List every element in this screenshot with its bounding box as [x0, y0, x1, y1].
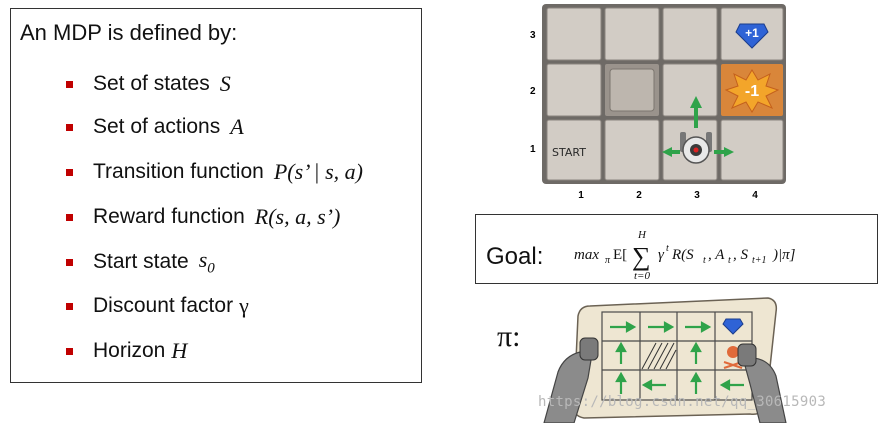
arrow-up-icon	[615, 341, 627, 353]
list-item-start-state: Start state s0	[66, 247, 215, 277]
arrow-up-icon	[690, 341, 702, 353]
up-arrow-icon	[690, 96, 702, 128]
formula-expectation: E[	[613, 247, 627, 263]
arrow-left-icon	[641, 379, 653, 391]
arrow-right-icon	[663, 321, 675, 333]
item-label: Transition function	[93, 160, 264, 183]
arrow-right-icon	[625, 321, 637, 333]
policy-map-illustration	[543, 297, 787, 423]
negative-reward-label: -1	[745, 83, 759, 100]
robot-hands-icon	[543, 337, 787, 423]
explosion-icon	[724, 69, 780, 113]
item-label: Set of states	[93, 72, 210, 95]
col-label-4: 4	[752, 190, 758, 201]
formula-end: )|π]	[772, 247, 796, 263]
item-math: H	[171, 338, 188, 363]
col-label-1: 1	[578, 190, 584, 201]
arrow-up-icon	[690, 371, 702, 383]
arrow-up-icon	[615, 371, 627, 383]
right-arrow-icon	[714, 147, 734, 157]
sum-upper: H	[637, 229, 647, 241]
goal-box: Goal: max π E[ H ∑ t=0 γ t R(S t , A t ,…	[475, 214, 878, 284]
diamond-icon	[735, 23, 769, 49]
item-math: A	[230, 114, 244, 139]
definition-title: An MDP is defined by:	[20, 20, 238, 45]
item-label: Start state	[93, 250, 189, 273]
formula-max: max	[574, 247, 599, 263]
goal-formula: max π E[ H ∑ t=0 γ t R(S t , A t , S t+1…	[574, 229, 796, 281]
robot-icon	[680, 132, 712, 164]
list-item-actions: Set of actions A	[66, 112, 244, 142]
bullet-icon	[66, 168, 73, 176]
formula-sub-t1: t+1	[752, 255, 767, 266]
list-item-discount: Discount factor γ	[66, 291, 249, 321]
formula-exp: t	[666, 243, 669, 254]
formula-s: , S	[733, 247, 749, 263]
list-item-horizon: Horizon H	[66, 336, 187, 366]
item-math: S	[219, 71, 231, 96]
wall-block	[609, 68, 655, 112]
item-label: Reward function	[93, 205, 245, 228]
positive-reward-label: +1	[745, 26, 759, 40]
formula-sub-t: t	[703, 255, 706, 266]
item-label: Set of actions	[93, 115, 221, 138]
start-label: START	[552, 146, 586, 159]
definition-list: Set of states S Set of actions A Transit…	[11, 9, 421, 382]
formula-sub-t2: t	[728, 255, 731, 266]
item-label: Discount factor	[93, 294, 234, 317]
arrow-left-icon	[719, 379, 731, 391]
policy-label: π:	[497, 320, 521, 353]
bullet-icon	[66, 123, 73, 131]
bullet-icon	[66, 213, 73, 221]
list-item-reward: Reward function R(s, a, s’)	[66, 202, 340, 232]
goal-label: Goal:	[486, 243, 544, 270]
formula-r: R(S	[671, 247, 694, 263]
item-math: γ	[239, 293, 249, 318]
robot-action-arrows	[662, 96, 734, 157]
list-item-states: Set of states S	[66, 69, 231, 99]
bullet-icon	[66, 80, 73, 88]
arrow-right-icon	[700, 321, 712, 333]
sum-sign: ∑	[632, 242, 651, 271]
col-label-2: 2	[636, 190, 642, 201]
row-label-3: 3	[530, 30, 536, 41]
item-math: s0	[198, 246, 215, 277]
item-math: R(s, a, s’)	[254, 204, 341, 229]
list-item-transition: Transition function P(s’ | s, a)	[66, 157, 363, 187]
item-math: P(s’ | s, a)	[273, 159, 363, 184]
policy-wall-cell	[641, 342, 677, 370]
row-label-2: 2	[530, 86, 536, 97]
col-label-3: 3	[694, 190, 700, 201]
bullet-icon	[66, 302, 73, 310]
watermark: https://blog.csdn.net/qq_30615903	[538, 394, 827, 410]
policy-diamond-icon	[722, 318, 744, 335]
formula-a: , A	[708, 247, 725, 263]
left-arrow-icon	[662, 147, 680, 157]
formula-max-sub: π	[605, 255, 611, 266]
grid-world-diagram: -1 +1 START 3 2 1 1 2 3 4	[530, 4, 786, 201]
row-label-1: 1	[530, 144, 536, 155]
policy-arrows	[610, 321, 744, 394]
item-label: Horizon	[93, 339, 166, 362]
policy-grid	[601, 311, 753, 401]
bullet-icon	[66, 347, 73, 355]
formula-gamma: γ	[658, 247, 665, 263]
mdp-definition-box: An MDP is defined by: Set of states S Se…	[10, 8, 422, 383]
sum-lower: t=0	[634, 270, 650, 281]
bullet-icon	[66, 258, 73, 266]
policy-skull-icon	[723, 346, 743, 369]
